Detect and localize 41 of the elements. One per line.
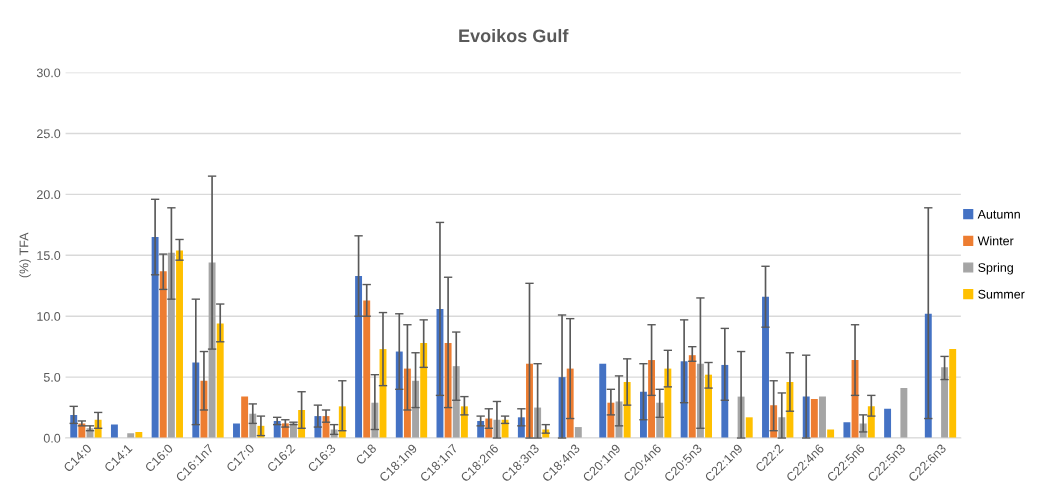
bar [819, 396, 826, 439]
bar [688, 355, 696, 439]
bar [412, 380, 420, 439]
chart-title: Evoikos Gulf [459, 28, 569, 43]
bar [949, 349, 957, 439]
bar [648, 360, 656, 439]
legend-label: Summer [978, 289, 1025, 299]
y-axis-title: (%) TFA [19, 232, 31, 278]
bar [941, 367, 949, 439]
bar [843, 422, 851, 439]
y-tick-label: 10.0 [37, 312, 61, 321]
bar [574, 427, 582, 439]
bar [355, 276, 363, 439]
legend-label: Winter [977, 236, 1014, 246]
bar [151, 237, 159, 439]
bar [216, 323, 224, 439]
bar [233, 423, 240, 439]
bar [159, 271, 167, 439]
legend-label: Spring [978, 262, 1013, 275]
bar [241, 396, 249, 439]
x-tick-label: C18 [355, 443, 377, 466]
legend-label: Autumn [977, 209, 1020, 219]
bar [810, 399, 818, 439]
y-tick-label: 25.0 [37, 129, 61, 139]
bar [167, 252, 175, 439]
y-tick-label: 5.0 [43, 372, 61, 382]
bar [900, 388, 908, 439]
bar [827, 429, 835, 439]
bar [420, 343, 428, 439]
bar [599, 363, 607, 439]
bar [745, 417, 753, 439]
y-tick-label: 0.0 [43, 433, 61, 443]
y-tick-label: 15.0 [37, 251, 61, 260]
bar [762, 296, 769, 439]
bar [884, 408, 892, 439]
bar [110, 424, 118, 439]
y-tick-label: 20.0 [37, 190, 61, 200]
bar [176, 250, 183, 439]
bar [705, 374, 712, 439]
y-tick-label: 30.0 [36, 68, 61, 78]
bar [363, 300, 371, 439]
